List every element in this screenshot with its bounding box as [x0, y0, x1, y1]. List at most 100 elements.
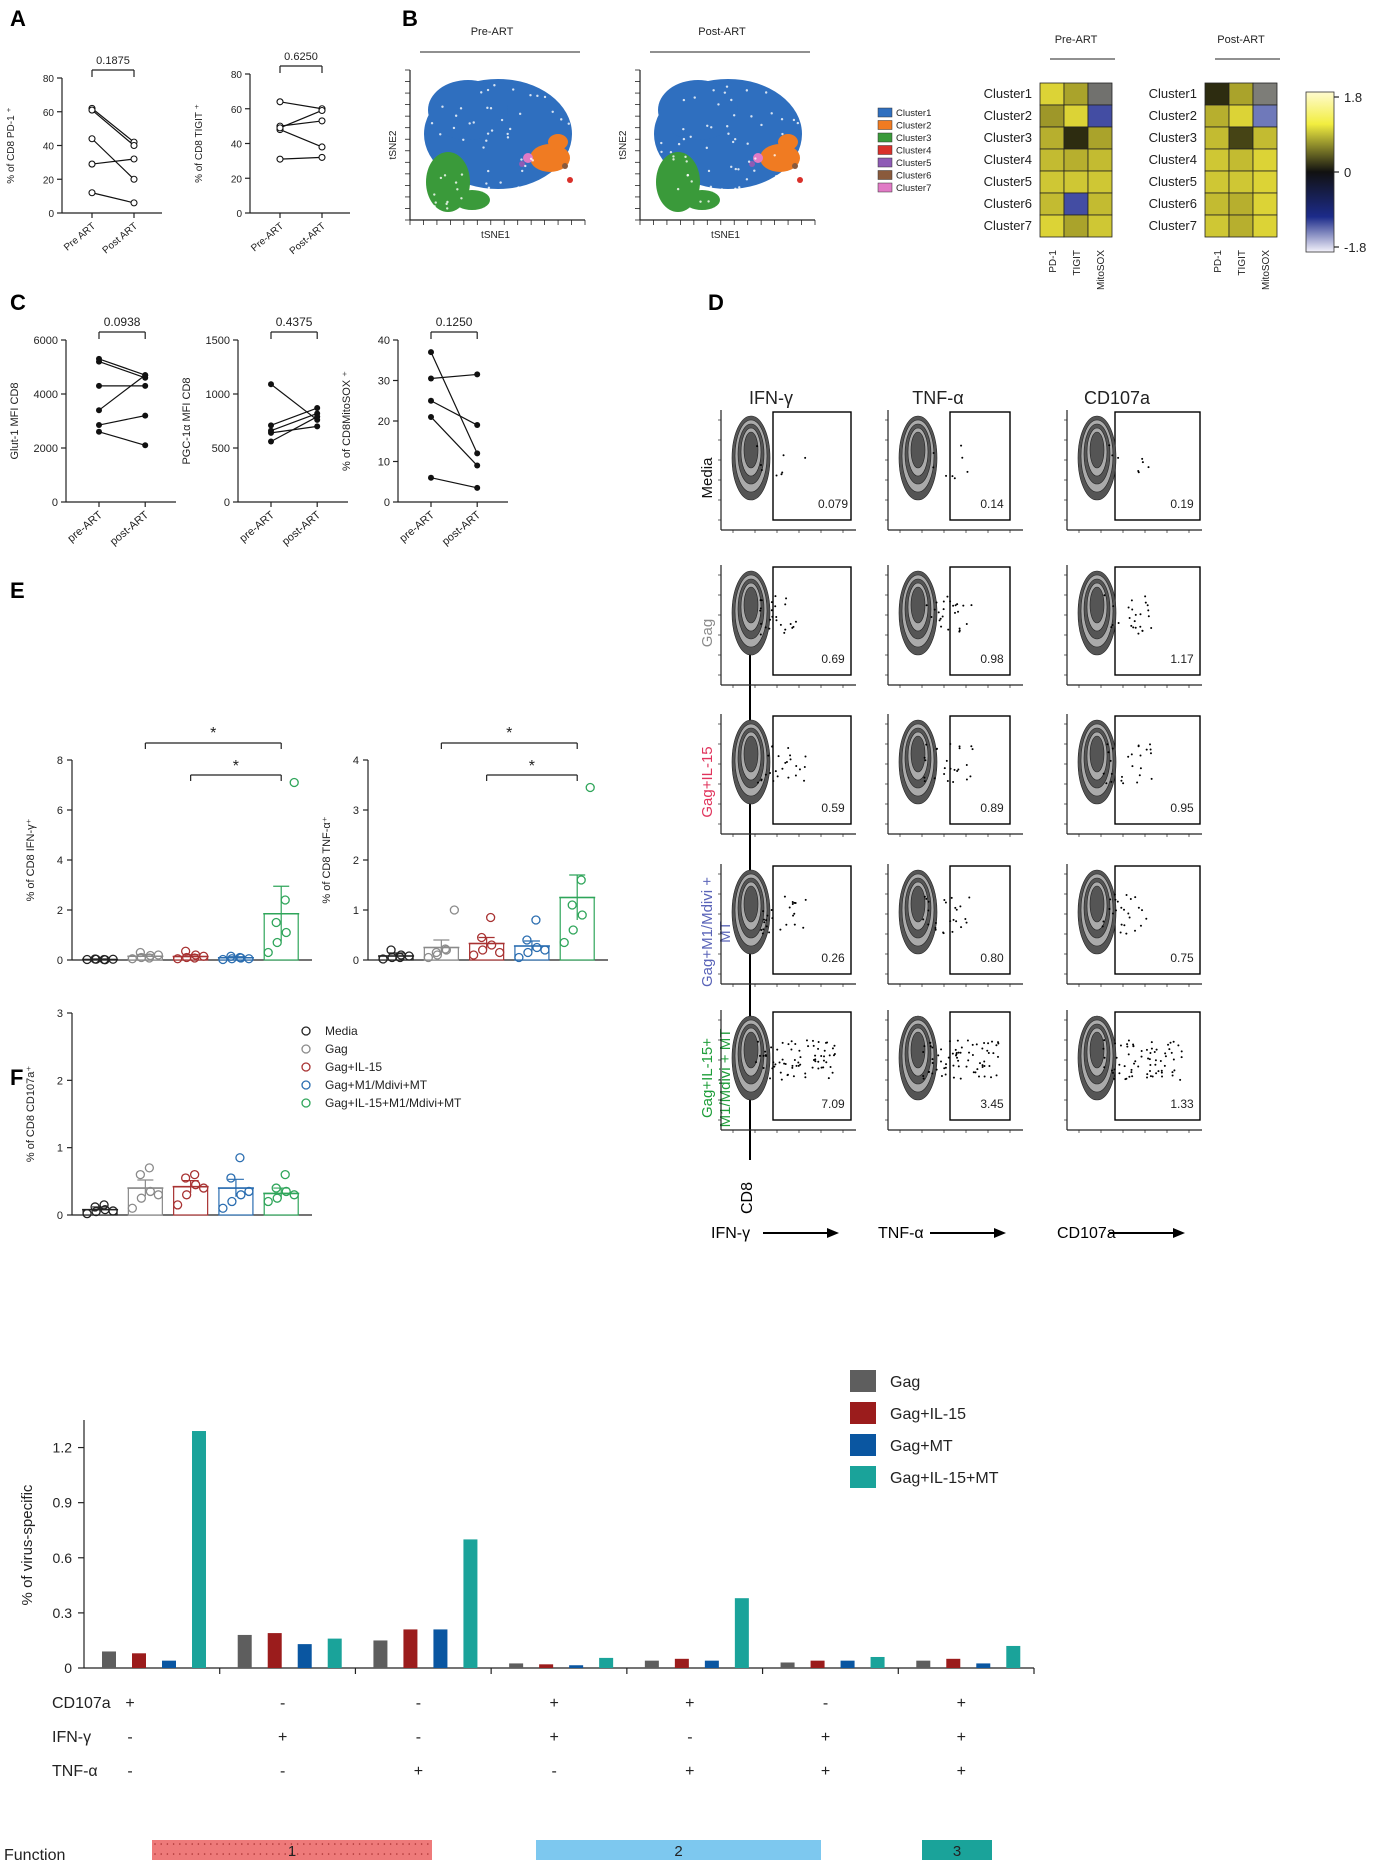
pattern-dot: [160, 1853, 162, 1855]
y-axis-label: % of CD8 TIGIT ⁺: [194, 104, 205, 183]
tsne-gap: [685, 160, 688, 163]
pattern-dot: [327, 1843, 330, 1845]
legend-marker: [301, 1062, 311, 1072]
data-point: [226, 951, 236, 961]
event-dot: [931, 1072, 934, 1075]
heatmap-cell: [1087, 148, 1113, 172]
event-dot: [1146, 604, 1149, 607]
event-dot: [965, 763, 968, 766]
event-dot: [756, 445, 759, 448]
pattern-dot: [303, 1853, 305, 1855]
bar: [916, 1660, 931, 1668]
heatmap-row-label: Cluster2: [1149, 108, 1197, 123]
pair-line: [91, 109, 135, 146]
event-dot: [957, 1051, 960, 1054]
event-dot: [966, 470, 969, 473]
heatmap-cell: [1204, 192, 1230, 216]
event-dot: [1103, 1066, 1106, 1069]
event-dot: [992, 1052, 995, 1055]
pattern-dot: [408, 1853, 411, 1855]
event-dot: [833, 1052, 836, 1055]
tsne-gap: [454, 181, 458, 184]
pattern-dot: [327, 1853, 330, 1855]
event-dot: [798, 768, 801, 771]
y-tick-label: 20: [231, 174, 243, 185]
y-axis-label: % of virus-specific: [19, 1484, 36, 1605]
event-dot: [1130, 753, 1133, 756]
tsne-gap: [717, 103, 720, 106]
x-tick-label: pre-ART: [398, 509, 438, 545]
event-dot: [1161, 1075, 1164, 1078]
y-tick-label: 1: [353, 905, 359, 917]
event-dot: [1122, 782, 1125, 785]
event-dot: [1128, 616, 1131, 619]
data-point: [153, 1190, 164, 1200]
event-dot: [996, 1055, 999, 1058]
pattern-dot: [284, 1853, 287, 1855]
flow-plot: 0.26: [731, 865, 852, 975]
pattern-dot: [259, 1853, 262, 1855]
y-tick-label: 2: [353, 855, 359, 867]
event-dot: [797, 1064, 800, 1067]
event-dot: [925, 743, 928, 746]
pair-line: [430, 373, 478, 380]
event-dot: [792, 625, 795, 628]
data-point: [263, 1196, 273, 1207]
cluster6-region: [562, 163, 568, 169]
data-point: [99, 954, 109, 965]
data-point: [395, 952, 405, 963]
arrow-head: [994, 1228, 1006, 1238]
tsne-gap: [480, 91, 483, 94]
data-point: [88, 160, 96, 168]
event-dot: [771, 745, 774, 748]
tsne-gap: [792, 118, 796, 122]
marker-row-label: CD107a: [52, 1695, 111, 1712]
event-dot: [953, 477, 956, 480]
event-dot: [804, 755, 807, 758]
tsne-gap: [726, 125, 729, 128]
tsne-gap: [774, 175, 778, 178]
event-dot: [1102, 772, 1105, 775]
event-dot: [942, 932, 945, 935]
cluster2-region: [778, 134, 798, 150]
data-point: [235, 1153, 245, 1163]
event-dot: [792, 1075, 795, 1078]
tsne-gap: [443, 174, 447, 177]
contour: [910, 586, 926, 624]
event-dot: [788, 906, 791, 909]
tsne-gap: [486, 88, 490, 92]
event-dot: [949, 743, 952, 746]
contour: [910, 431, 926, 469]
legend-label: Cluster2: [896, 121, 931, 132]
event-dot: [1131, 765, 1134, 768]
event-dot: [1118, 1072, 1121, 1075]
gate-frequency: 7.09: [821, 1097, 845, 1111]
event-dot: [955, 908, 958, 911]
function-sign: +: [549, 1729, 558, 1746]
event-dot: [804, 898, 807, 901]
data-point: [276, 124, 284, 132]
event-dot: [956, 1056, 959, 1059]
heatmap-row-label: Cluster5: [984, 174, 1032, 189]
pattern-dot: [396, 1843, 398, 1845]
colorscale-label: 0: [1344, 165, 1351, 180]
legend-swatch: [877, 157, 893, 168]
cluster3-region: [454, 190, 490, 210]
heatmap-cell: [1204, 126, 1230, 150]
pattern-dot: [334, 1853, 336, 1855]
event-dot: [1147, 1057, 1150, 1060]
pattern-dot: [321, 1853, 324, 1855]
event-dot: [787, 776, 790, 779]
event-dot: [1114, 909, 1117, 912]
pattern-dot: [197, 1853, 200, 1855]
pattern-dot: [358, 1853, 361, 1855]
event-dot: [1108, 907, 1111, 910]
tsne-gap: [750, 115, 753, 118]
event-dot: [776, 1048, 779, 1051]
x-tick-label: post-ART: [440, 509, 483, 548]
event-dot: [922, 1050, 925, 1053]
event-dot: [759, 464, 762, 467]
x-tick-label: Post ART: [101, 221, 140, 256]
function-sign: -: [416, 1695, 421, 1712]
pattern-dot: [334, 1843, 336, 1845]
